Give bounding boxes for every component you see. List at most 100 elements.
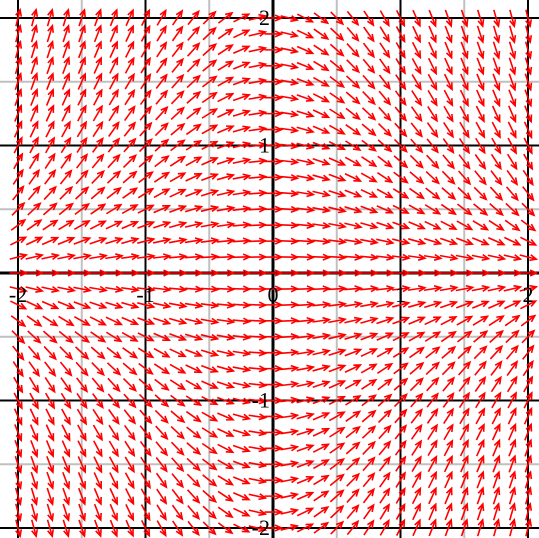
slope-arrow <box>184 333 204 341</box>
arrow-shaft <box>156 488 167 504</box>
slope-arrow <box>76 120 88 138</box>
slope-arrow <box>280 444 300 452</box>
arrow-shaft <box>280 79 298 85</box>
arrow-head <box>306 396 316 404</box>
arrow-head <box>321 142 331 150</box>
arrow-shaft <box>28 169 40 185</box>
slope-arrow <box>200 333 220 341</box>
arrow-shaft <box>232 158 250 165</box>
arrow-head <box>290 31 300 38</box>
arrow-shaft <box>248 127 266 132</box>
arrow-shaft <box>46 9 53 27</box>
slope-arrow <box>233 491 251 501</box>
arrow-head <box>509 454 517 464</box>
arrow-head <box>352 441 361 450</box>
arrow-shaft <box>217 76 233 87</box>
arrow-head <box>337 380 347 387</box>
slope-arrow <box>105 285 124 293</box>
slope-arrow <box>395 58 406 75</box>
slope-arrow <box>105 316 124 326</box>
arrow-shaft <box>524 424 532 441</box>
slope-arrow <box>232 349 252 357</box>
slope-arrow <box>185 123 202 136</box>
arrow-head <box>242 125 252 133</box>
slope-arrow <box>184 205 204 213</box>
arrow-head <box>462 407 470 417</box>
arrow-head <box>306 126 315 134</box>
slope-arrow <box>378 424 392 440</box>
arrow-head <box>430 34 437 44</box>
arrow-head <box>95 416 104 426</box>
arrow-shaft <box>121 204 138 215</box>
arrow-shaft <box>57 300 74 309</box>
arrow-head <box>131 285 140 293</box>
arrow-shaft <box>410 424 423 440</box>
arrow-head <box>209 446 218 455</box>
slope-arrow <box>395 10 406 28</box>
arrow-head <box>336 32 345 42</box>
arrow-shaft <box>169 188 186 198</box>
arrow-head <box>48 368 57 377</box>
slope-arrow <box>123 121 137 137</box>
arrow-shaft <box>427 456 438 473</box>
arrow-head <box>509 66 517 76</box>
arrow-head <box>162 318 172 325</box>
arrow-head <box>510 375 518 385</box>
arrow-head <box>15 120 23 129</box>
arrow-shaft <box>475 408 485 425</box>
arrow-shaft <box>459 105 469 122</box>
arrow-head <box>274 62 284 70</box>
arrow-shaft <box>169 348 186 358</box>
arrow-head <box>305 475 315 483</box>
arrow-shaft <box>216 255 234 259</box>
slope-arrow <box>105 301 124 310</box>
slope-arrow <box>312 174 331 182</box>
slope-arrow <box>428 486 437 505</box>
slope-arrow <box>280 364 300 372</box>
arrow-head <box>493 470 501 480</box>
slope-arrow <box>456 315 474 326</box>
slope-arrow <box>475 105 485 124</box>
slope-arrow <box>524 89 533 108</box>
slope-arrow <box>27 345 41 361</box>
arrow-shaft <box>25 286 43 292</box>
arrow-head <box>47 136 56 146</box>
slope-arrow <box>524 422 533 441</box>
arrow-shaft <box>45 424 55 441</box>
slope-arrow <box>201 75 218 88</box>
slope-arrow <box>248 93 268 101</box>
arrow-shaft <box>363 10 375 26</box>
arrow-shaft <box>328 124 345 135</box>
arrow-shaft <box>14 424 22 441</box>
arrow-shaft <box>362 58 375 73</box>
arrow-shaft <box>59 361 72 376</box>
arrow-shaft <box>106 187 121 200</box>
arrow-head <box>128 416 137 425</box>
arrow-shaft <box>392 204 409 214</box>
slope-arrow <box>185 348 204 357</box>
arrow-shaft <box>154 123 169 137</box>
arrow-shaft <box>412 519 421 537</box>
arrow-shaft <box>200 222 218 228</box>
slope-arrow <box>124 440 136 458</box>
arrow-head <box>481 238 490 246</box>
arrow-shaft <box>140 42 151 58</box>
arrow-shaft <box>232 366 250 371</box>
arrow-shaft <box>28 376 40 393</box>
arrow-shaft <box>248 303 266 306</box>
arrow-shaft <box>456 331 472 343</box>
arrow-head <box>80 153 89 162</box>
slope-arrow <box>395 74 407 91</box>
arrow-head <box>99 253 108 261</box>
arrow-head <box>98 236 108 244</box>
slope-arrow <box>109 519 118 538</box>
arrow-head <box>415 377 424 386</box>
arrow-shaft <box>139 90 152 106</box>
arrow-shaft <box>329 92 345 104</box>
arrow-shaft <box>14 455 22 473</box>
slope-arrow <box>455 253 475 262</box>
arrow-head <box>31 104 39 113</box>
arrow-shaft <box>123 424 136 440</box>
arrow-head <box>49 335 58 344</box>
